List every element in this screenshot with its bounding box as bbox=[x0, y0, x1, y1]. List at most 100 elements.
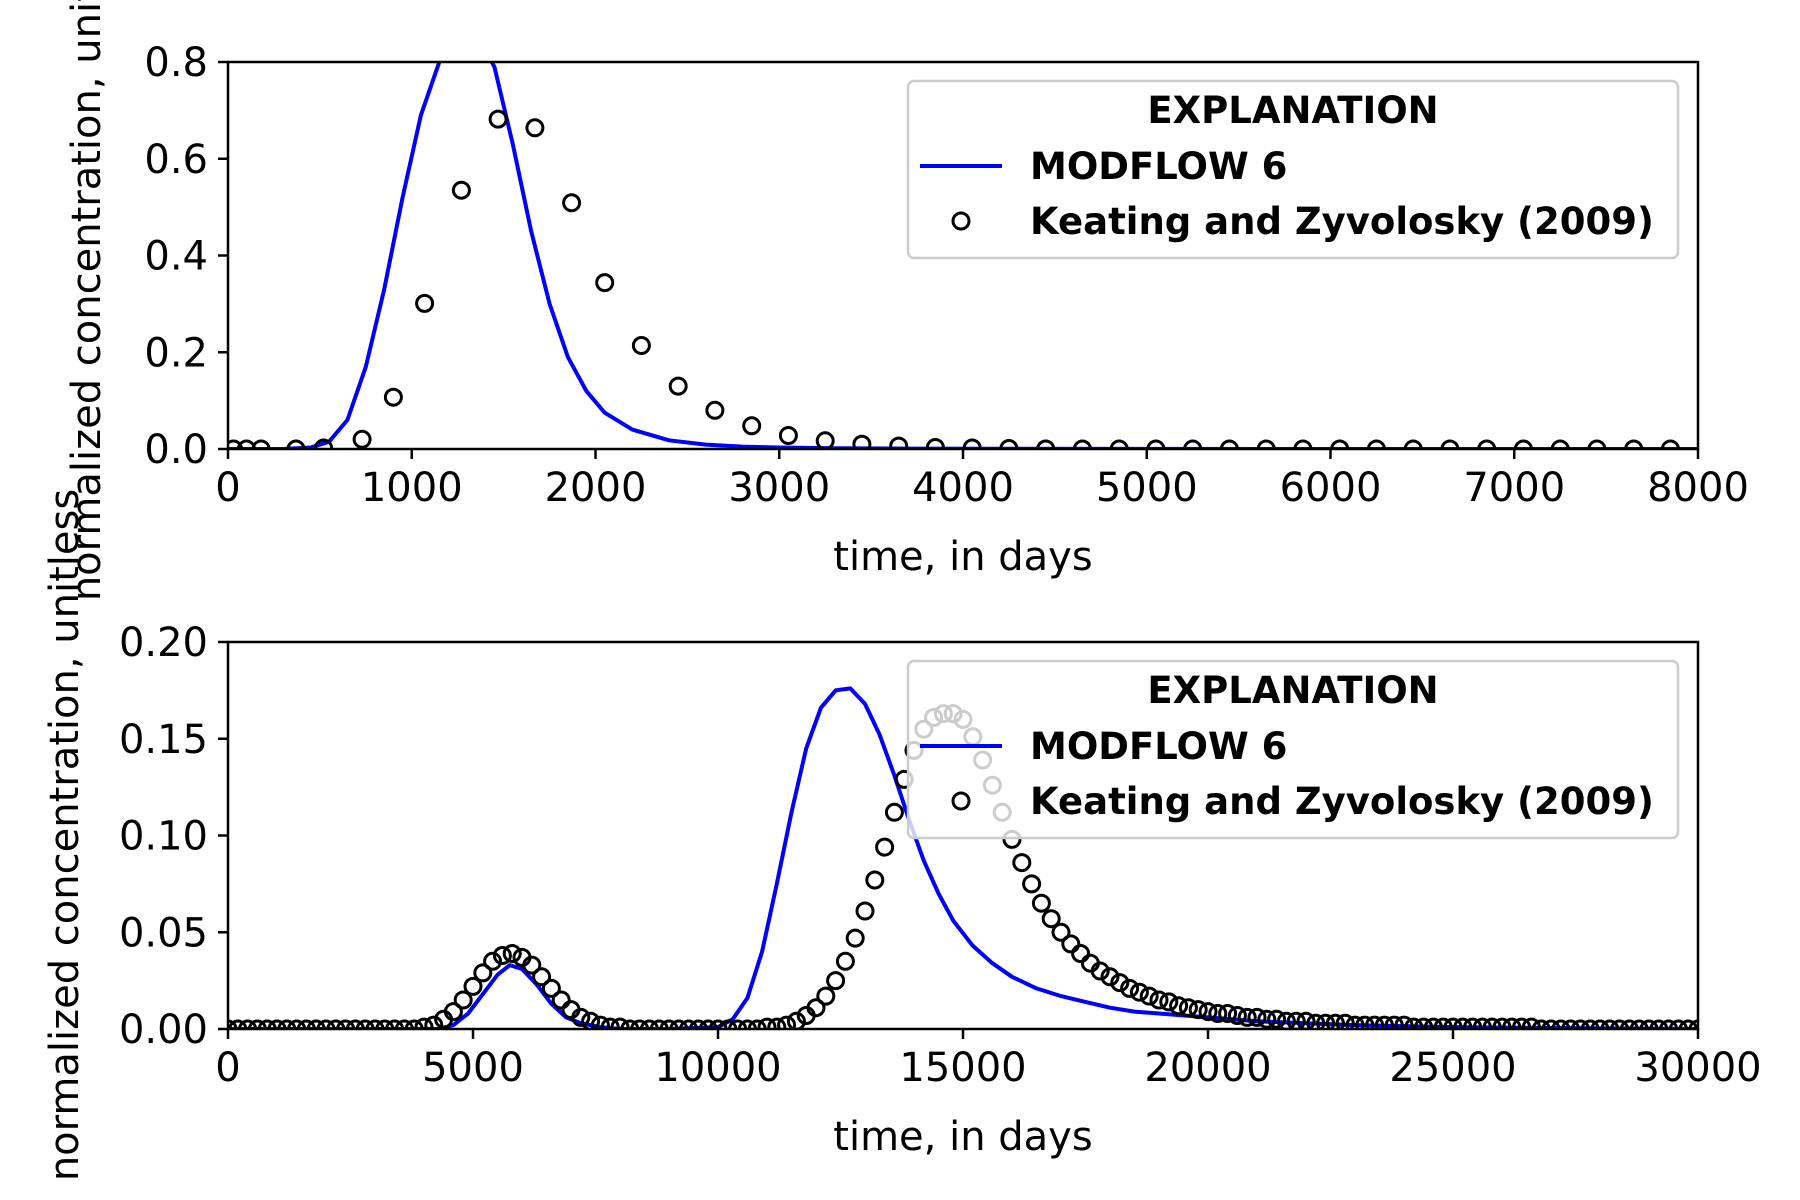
data-point-keating-zyvolosky bbox=[1146, 439, 1166, 449]
data-point-keating-zyvolosky bbox=[277, 1019, 297, 1029]
data-point-keating-zyvolosky bbox=[1036, 439, 1056, 449]
data-point-keating-zyvolosky bbox=[889, 436, 909, 449]
x-tick-label: 30000 bbox=[1634, 1045, 1761, 1091]
x-tick-label: 8000 bbox=[1647, 465, 1749, 511]
data-point-keating-zyvolosky bbox=[1403, 439, 1423, 449]
chart-top: 0 1000 2000 3000 4000 5000 6000 7000 8000 0.0 0.2 0… bbox=[64, 0, 1749, 601]
data-point-keating-zyvolosky bbox=[1521, 1017, 1541, 1029]
data-point-keating-zyvolosky bbox=[1110, 973, 1130, 993]
data-point-keating-zyvolosky bbox=[708, 1019, 728, 1029]
data-point-keating-zyvolosky bbox=[414, 1017, 434, 1029]
data-point-keating-zyvolosky bbox=[1453, 1017, 1473, 1029]
data-point-keating-zyvolosky bbox=[1316, 1013, 1336, 1029]
data-point-keating-zyvolosky bbox=[385, 1019, 405, 1029]
data-point-keating-zyvolosky bbox=[1227, 1006, 1247, 1025]
data-point-keating-zyvolosky bbox=[1492, 1017, 1512, 1029]
data-point-keating-zyvolosky bbox=[1477, 439, 1497, 449]
data-point-keating-zyvolosky bbox=[525, 118, 545, 138]
data-point-keating-zyvolosky bbox=[1423, 1017, 1443, 1029]
legend-frame bbox=[906, 79, 1680, 260]
data-point-keating-zyvolosky bbox=[649, 1019, 669, 1029]
data-point-keating-zyvolosky bbox=[296, 1019, 316, 1029]
data-point-keating-zyvolosky bbox=[1218, 1004, 1238, 1023]
legend-entry-modflow6: MODFLOW 6 bbox=[1030, 145, 1287, 188]
data-point-keating-zyvolosky bbox=[316, 1019, 336, 1029]
data-point-keating-zyvolosky bbox=[1109, 439, 1129, 449]
data-point-keating-zyvolosky bbox=[522, 955, 542, 975]
data-point-keating-zyvolosky bbox=[1639, 1019, 1659, 1029]
y-tick-label: 0.2 bbox=[144, 330, 208, 376]
x-tick-label: 15000 bbox=[899, 1045, 1026, 1091]
data-point-keating-zyvolosky bbox=[451, 180, 471, 200]
data-point-keating-zyvolosky bbox=[286, 439, 306, 449]
legend-marker-swatch bbox=[951, 211, 971, 231]
data-point-keating-zyvolosky bbox=[1440, 439, 1460, 449]
data-point-keating-zyvolosky bbox=[1178, 998, 1198, 1018]
x-tick-label: 7000 bbox=[1463, 465, 1565, 511]
data-point-keating-zyvolosky bbox=[1649, 1019, 1669, 1029]
data-point-keating-zyvolosky bbox=[238, 1019, 258, 1029]
data-point-keating-zyvolosky bbox=[473, 963, 493, 983]
data-point-keating-zyvolosky bbox=[1090, 961, 1110, 981]
data-point-keating-zyvolosky bbox=[1374, 1015, 1394, 1029]
data-point-keating-zyvolosky bbox=[1159, 992, 1179, 1012]
data-point-keating-zyvolosky bbox=[1022, 874, 1042, 894]
data-point-keating-zyvolosky bbox=[1247, 1007, 1267, 1027]
data-point-keating-zyvolosky bbox=[551, 990, 571, 1010]
data-point-keating-zyvolosky bbox=[1531, 1019, 1551, 1029]
data-point-keating-zyvolosky bbox=[1433, 1017, 1453, 1029]
data-point-keating-zyvolosky bbox=[1570, 1019, 1590, 1029]
data-point-keating-zyvolosky bbox=[1624, 439, 1644, 449]
legend-title: EXPLANATION bbox=[1147, 669, 1438, 712]
data-point-keating-zyvolosky bbox=[1188, 1000, 1208, 1020]
data-point-keating-zyvolosky bbox=[865, 870, 885, 890]
data-point-keating-zyvolosky bbox=[742, 416, 762, 436]
data-point-keating-zyvolosky bbox=[1472, 1017, 1492, 1029]
data-point-keating-zyvolosky bbox=[1355, 1015, 1375, 1029]
data-point-keating-zyvolosky bbox=[590, 1015, 610, 1029]
data-point-keating-zyvolosky bbox=[541, 978, 561, 998]
data-point-keating-zyvolosky bbox=[669, 1019, 689, 1029]
data-point-keating-zyvolosky bbox=[1071, 944, 1091, 963]
data-point-keating-zyvolosky bbox=[1072, 439, 1092, 449]
data-point-keating-zyvolosky bbox=[1394, 1015, 1414, 1029]
data-point-keating-zyvolosky bbox=[287, 1019, 307, 1029]
data-point-keating-zyvolosky bbox=[816, 986, 836, 1006]
x-tick-label: 0 bbox=[215, 1045, 240, 1091]
data-point-keating-zyvolosky bbox=[1208, 1004, 1228, 1023]
data-point-keating-zyvolosky bbox=[228, 439, 243, 449]
data-point-keating-zyvolosky bbox=[1012, 853, 1032, 873]
data-point-keating-zyvolosky bbox=[778, 426, 798, 445]
data-point-keating-zyvolosky bbox=[365, 1019, 385, 1029]
data-point-keating-zyvolosky bbox=[826, 971, 846, 991]
data-point-keating-zyvolosky bbox=[1345, 1015, 1365, 1029]
data-point-keating-zyvolosky bbox=[1237, 1007, 1257, 1027]
data-point-keating-zyvolosky bbox=[1276, 1011, 1296, 1029]
data-point-keating-zyvolosky bbox=[845, 928, 865, 948]
legend: EXPLANATION MODFLOW 6 Keating and Zyvolo… bbox=[906, 659, 1680, 840]
legend-entry-keating-zyvolosky: Keating and Zyvolosky (2009) bbox=[1030, 200, 1654, 243]
y-tick-label: 0.05 bbox=[119, 910, 208, 956]
data-point-keating-zyvolosky bbox=[767, 1017, 787, 1029]
data-point-keating-zyvolosky bbox=[375, 1019, 395, 1029]
y-tick-label: 0.15 bbox=[119, 717, 208, 763]
data-point-keating-zyvolosky bbox=[1443, 1017, 1463, 1029]
data-point-keating-zyvolosky bbox=[326, 1019, 346, 1029]
data-point-keating-zyvolosky bbox=[737, 1019, 757, 1029]
data-point-keating-zyvolosky bbox=[925, 438, 945, 449]
data-point-keating-zyvolosky bbox=[1149, 990, 1169, 1010]
data-point-keating-zyvolosky bbox=[1384, 1015, 1404, 1029]
x-tick-label: 25000 bbox=[1389, 1045, 1516, 1091]
x-tick-label: 4000 bbox=[912, 465, 1014, 511]
data-point-keating-zyvolosky bbox=[1659, 1019, 1679, 1029]
data-point-keating-zyvolosky bbox=[777, 1015, 797, 1029]
data-point-keating-zyvolosky bbox=[852, 434, 872, 449]
data-point-keating-zyvolosky bbox=[600, 1017, 620, 1029]
data-point-keating-zyvolosky bbox=[610, 1017, 630, 1029]
data-point-keating-zyvolosky bbox=[688, 1019, 708, 1029]
data-point-keating-zyvolosky bbox=[1668, 1019, 1688, 1029]
data-point-keating-zyvolosky bbox=[1219, 439, 1239, 449]
data-point-keating-zyvolosky bbox=[492, 946, 512, 965]
data-point-keating-zyvolosky bbox=[1286, 1011, 1306, 1029]
